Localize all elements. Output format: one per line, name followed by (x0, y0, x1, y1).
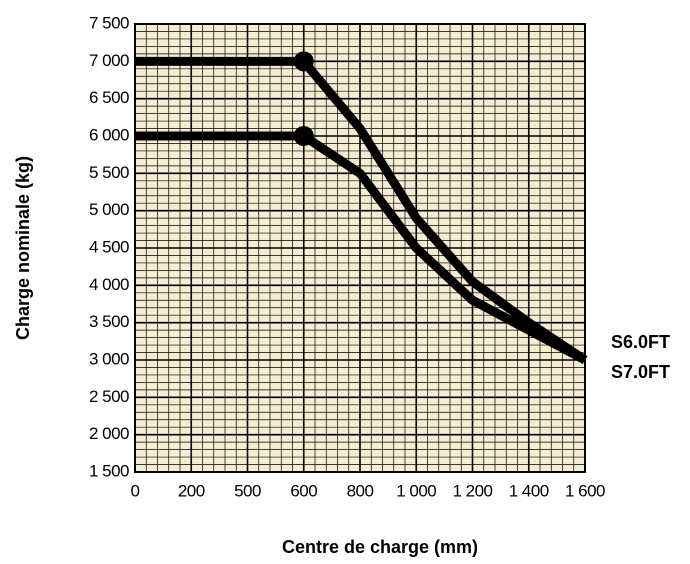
x-tick-label: 1 200 (452, 481, 492, 500)
x-tick-label: 800 (347, 481, 374, 500)
x-tick-label: 600 (290, 481, 317, 500)
x-tick-label: 500 (234, 481, 261, 500)
y-tick-label: 3 500 (89, 312, 129, 331)
x-tick-label: 200 (178, 481, 205, 500)
y-tick-label: 6 500 (89, 88, 129, 107)
x-tick-label: 1 400 (509, 481, 549, 500)
y-tick-label: 3 000 (89, 349, 129, 368)
series-line (135, 131, 588, 364)
y-tick-label: 1 500 (89, 461, 129, 480)
series-marker (293, 51, 314, 72)
y-tick-label: 4 000 (89, 275, 129, 294)
y-tick-label: 7 000 (89, 51, 129, 70)
y-tick-label: 5 000 (89, 200, 129, 219)
legend-label: S7.0FT (611, 362, 670, 382)
series-marker (293, 126, 314, 146)
y-tick-label: 2 500 (89, 387, 129, 406)
legend-label: S6.0FT (611, 332, 670, 352)
x-tick-label: 0 (131, 481, 140, 500)
x-tick-label: 1 600 (565, 481, 605, 500)
y-axis-label: Charge nominale (kg) (13, 156, 33, 340)
y-tick-label: 6 000 (89, 125, 129, 144)
plot-frame (134, 23, 586, 473)
y-tick-label: 4 500 (89, 237, 129, 256)
series-line (135, 56, 588, 364)
x-axis-label: Centre de charge (mm) (282, 537, 478, 557)
y-tick-label: 2 000 (89, 424, 129, 443)
y-tick-label: 7 500 (89, 13, 129, 32)
y-tick-label: 5 500 (89, 163, 129, 182)
x-tick-label: 1 000 (396, 481, 436, 500)
